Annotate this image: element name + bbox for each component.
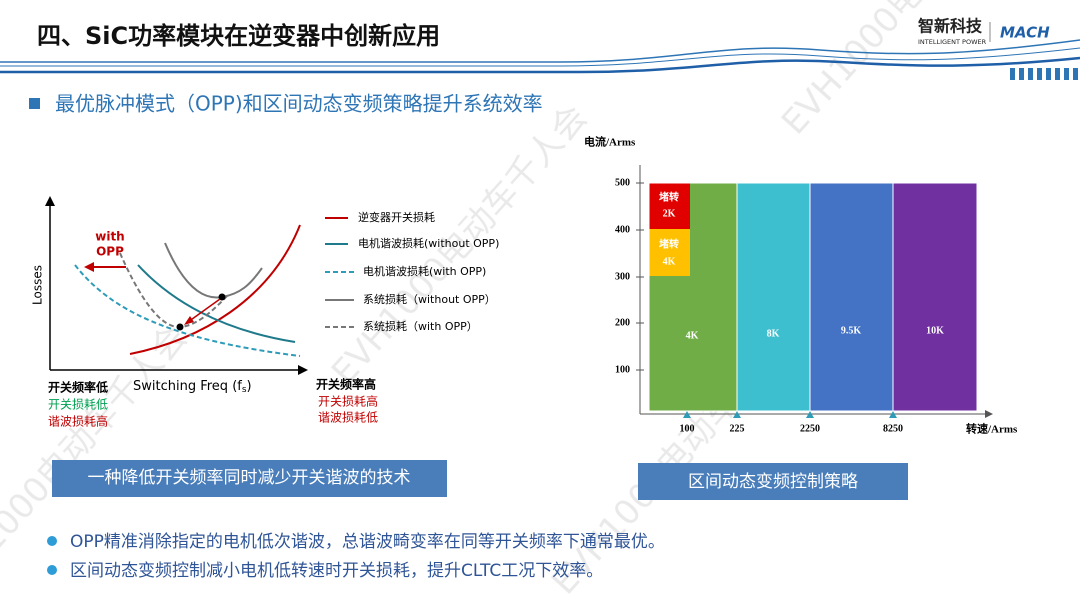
y-arrow [45, 196, 55, 206]
legend: 逆变器开关损耗 电机谐波损耗(without OPP) 电机谐波损耗(with … [325, 210, 499, 333]
curve-harmonic [137, 264, 296, 343]
annotation: OPP [96, 245, 124, 259]
region-label: 4K [686, 330, 699, 341]
caption-box [52, 460, 447, 497]
legend-entry: 电机谐波损耗(without OPP) [358, 236, 499, 250]
logo-brand: MACH [1000, 24, 1050, 42]
region-label: 4K [663, 256, 676, 267]
caption-box [638, 463, 908, 500]
right-diagram: 电流/Arms 转速/Arms 500 400 300 200 100 100 225 225… [584, 135, 1018, 500]
x-tick-label: 2250 [800, 423, 820, 434]
x-tick-label: 8250 [883, 423, 903, 434]
shift-arrow [187, 298, 221, 323]
x-tick [889, 411, 897, 418]
region-label: 10K [926, 325, 944, 336]
high-label: 开关损耗高 [318, 394, 378, 409]
logo-en: INTELLIGENT POWER [918, 38, 987, 46]
y-tick-label: 400 [615, 224, 630, 235]
y-tick-label: 100 [615, 364, 630, 375]
x-tick-label: 225 [730, 423, 745, 434]
x-tick [683, 411, 691, 418]
title: 四、SiC功率模块在逆变器中创新应用 [37, 22, 440, 50]
legend-entry: 系统损耗（without OPP） [363, 292, 496, 306]
optimum-point [218, 293, 226, 301]
header-lines [0, 39, 1080, 74]
header-stripes [1010, 68, 1078, 80]
x-tick [733, 411, 741, 418]
annotation: with [95, 230, 124, 244]
high-label: 开关频率高 [316, 377, 376, 392]
low-label: 开关频率低 [48, 380, 108, 395]
bullet: 区间动态变频控制减小电机低转速时开关损耗，提升CLTC工况下效率。 [70, 561, 603, 581]
region-stall-2k [649, 183, 690, 229]
high-label: 谐波损耗低 [318, 411, 378, 425]
bullet-dot [47, 536, 57, 546]
x-label: 转速/Arms [966, 422, 1018, 436]
legend-entry: 电机谐波损耗(with OPP) [363, 264, 486, 278]
region-label: 堵转 [659, 190, 679, 203]
curve-harmonic-opp [74, 264, 301, 357]
legend-entry: 系统损耗（with OPP） [363, 319, 478, 333]
x-arrow [298, 365, 308, 375]
region-label: 堵转 [659, 237, 679, 250]
caption: 区间动态变频控制策略 [688, 472, 858, 492]
region-9-5k [810, 183, 893, 411]
x-arrow [985, 410, 993, 418]
bullet: OPP精准消除指定的电机低次谐波，总谐波畸变率在同等开关频率下通常最优。 [70, 532, 665, 552]
low-label: 谐波损耗高 [48, 414, 108, 429]
bullet-dot [47, 565, 57, 575]
region-label: 9.5K [841, 325, 862, 336]
subtitle-marker [29, 98, 40, 109]
region-label: 2K [663, 208, 676, 219]
y-label: Losses [31, 265, 45, 305]
region-label: 8K [767, 328, 780, 339]
y-tick-label: 200 [615, 317, 630, 328]
left-diagram: Losses Switching Freq (fs) with OPP 逆变器开… [31, 196, 499, 497]
opp-arrowhead [84, 262, 94, 272]
low-label: 开关损耗低 [48, 398, 108, 412]
y-tick-label: 500 [615, 177, 630, 188]
x-label: Switching Freq (fs) [133, 379, 252, 395]
x-tick-label: 100 [680, 423, 695, 434]
logo-cn: 智新科技 [918, 17, 983, 36]
region-8k [737, 183, 810, 411]
optimum-point-opp [176, 323, 184, 331]
y-label: 电流/Arms [584, 135, 636, 149]
subtitle: 最优脉冲模式（OPP)和区间动态变频策略提升系统效率 [55, 92, 543, 116]
region-10k [893, 183, 977, 411]
y-tick-label: 300 [615, 271, 630, 282]
shift-arrowhead [184, 316, 194, 325]
region-stall-4k [649, 229, 690, 276]
legend-entry: 逆变器开关损耗 [358, 210, 435, 224]
ticks: 500 400 300 200 100 100 225 2250 8250 [615, 177, 903, 434]
x-tick [806, 411, 814, 418]
caption: 一种降低开关频率同时减少开关谐波的技术 [88, 468, 411, 488]
curve-switching [129, 224, 301, 355]
